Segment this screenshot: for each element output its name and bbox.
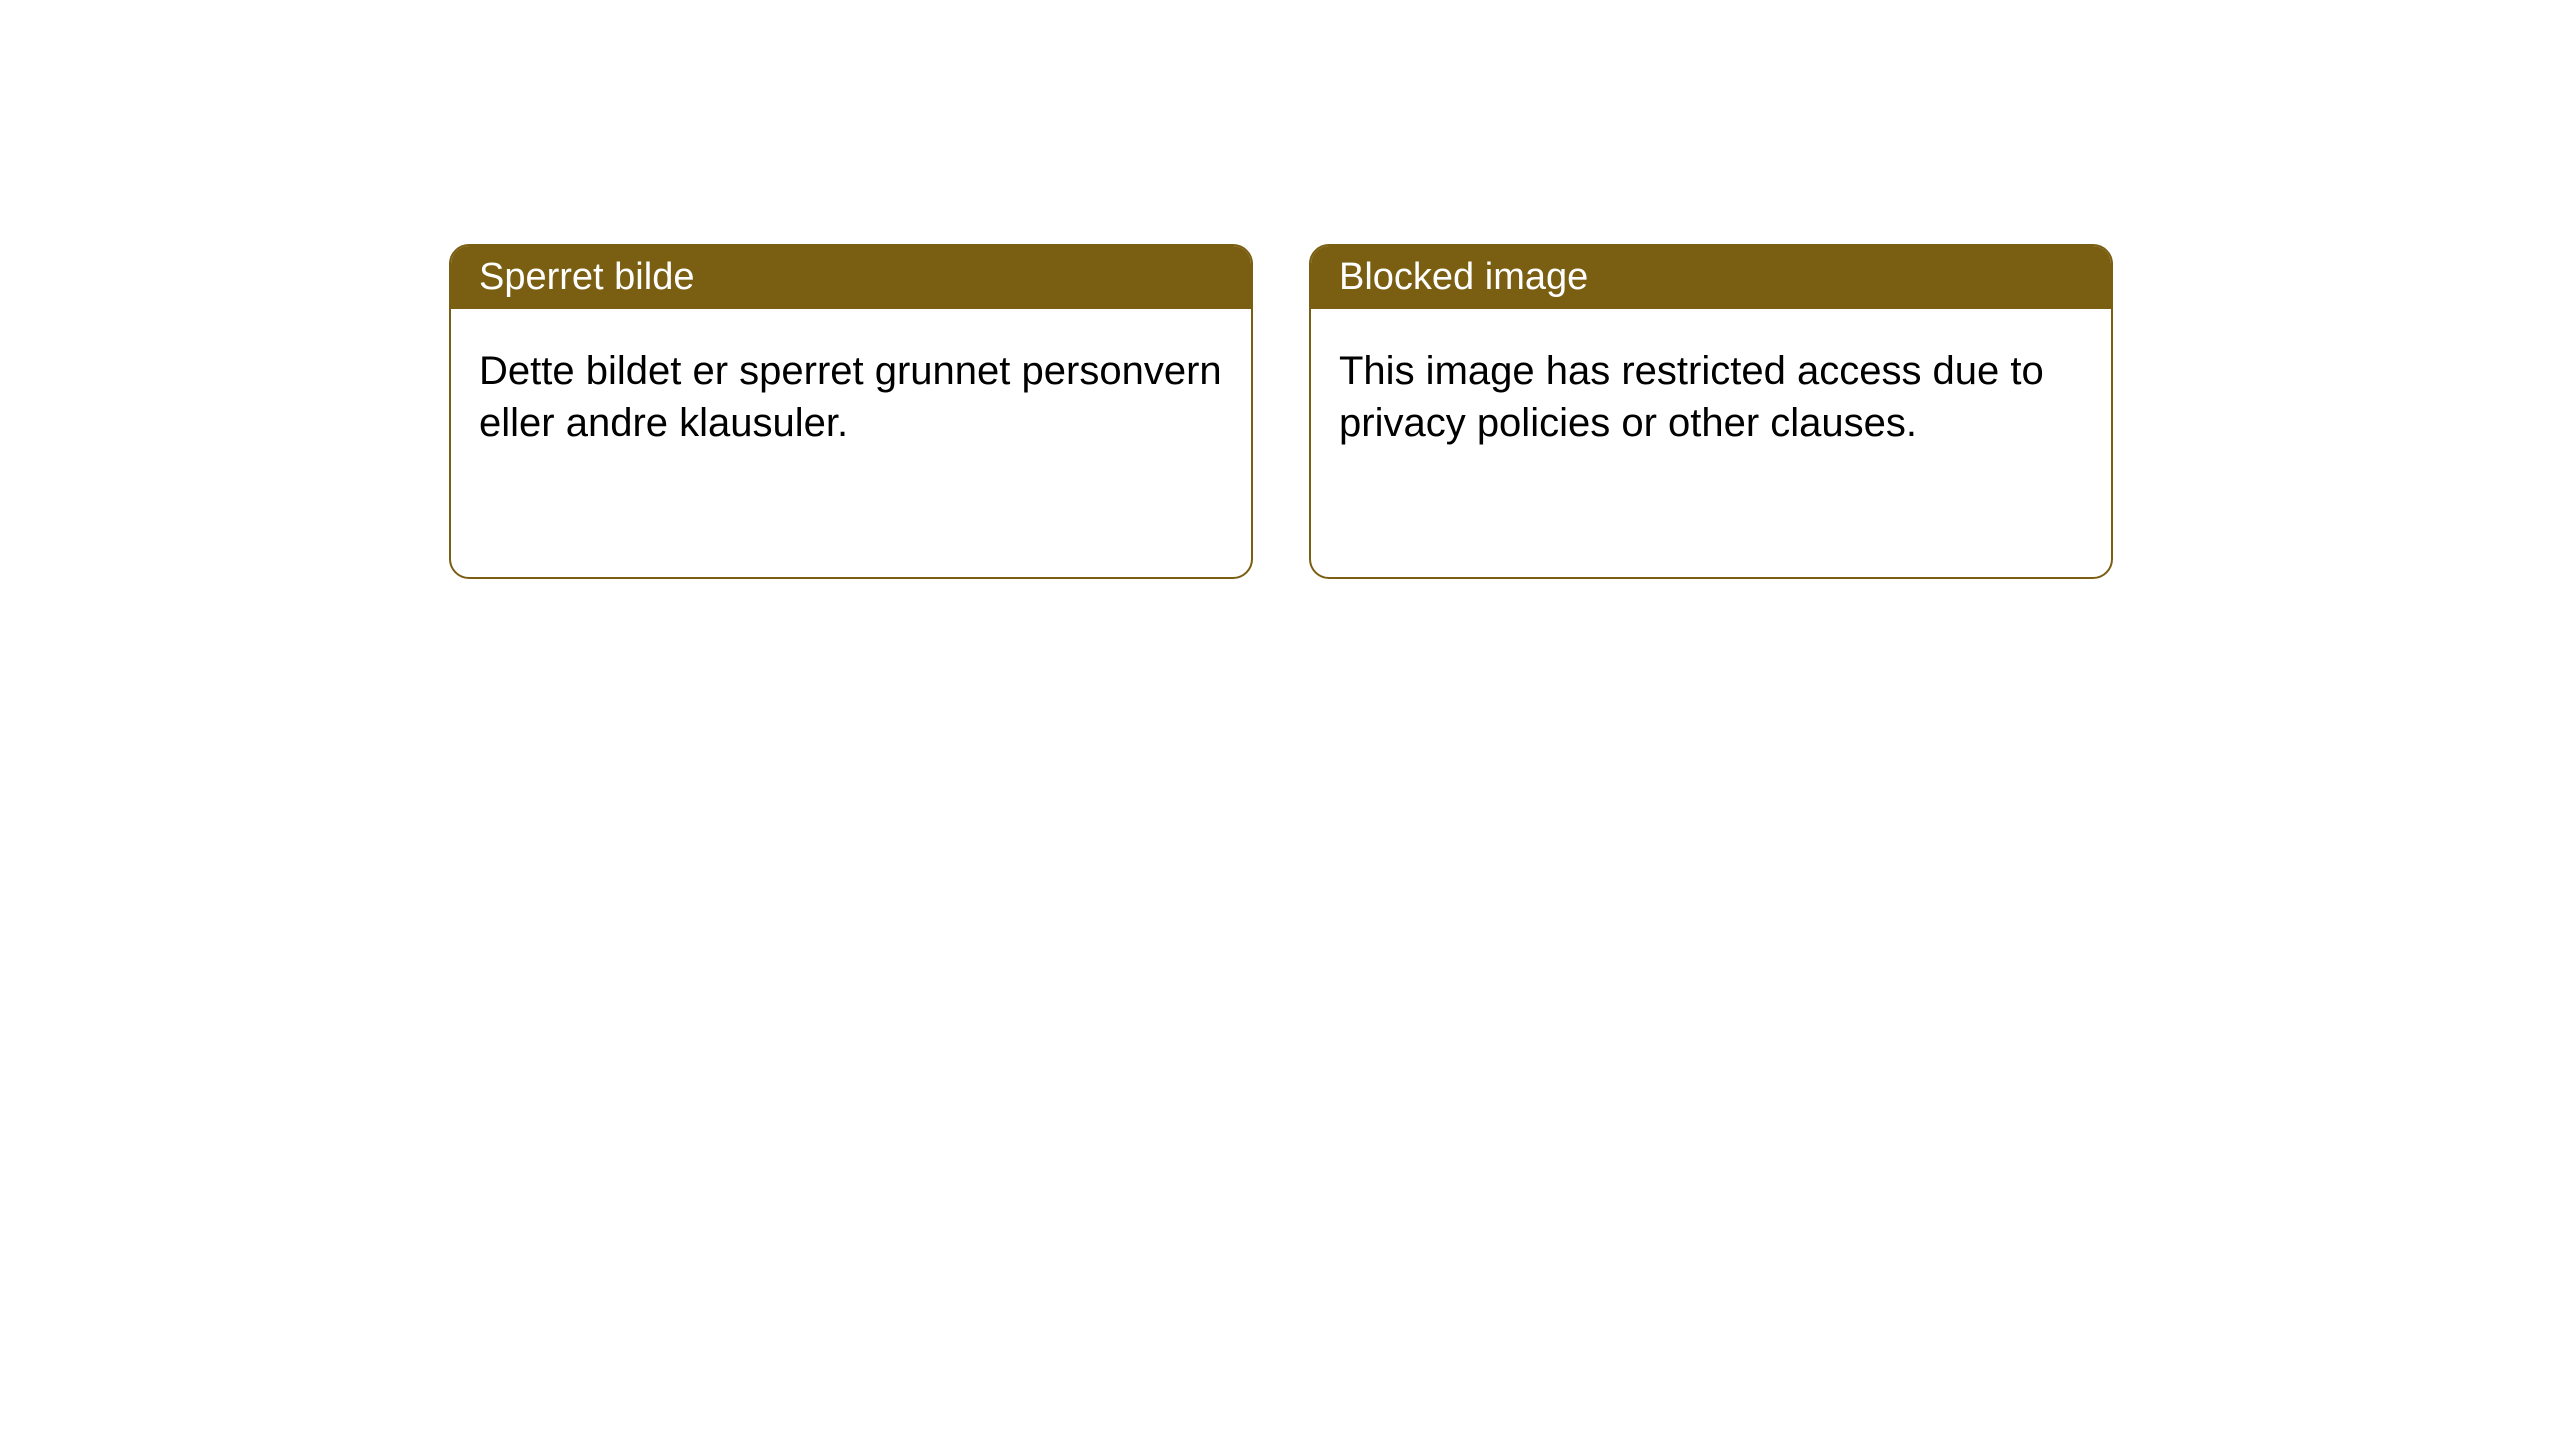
notice-title: Sperret bilde: [451, 246, 1251, 309]
notice-body: Dette bildet er sperret grunnet personve…: [451, 309, 1251, 485]
notice-card-norwegian: Sperret bilde Dette bildet er sperret gr…: [449, 244, 1253, 579]
notice-card-english: Blocked image This image has restricted …: [1309, 244, 2113, 579]
notice-container: Sperret bilde Dette bildet er sperret gr…: [0, 0, 2560, 579]
notice-title: Blocked image: [1311, 246, 2111, 309]
notice-body: This image has restricted access due to …: [1311, 309, 2111, 485]
